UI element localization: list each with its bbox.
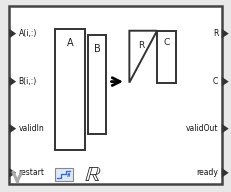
Text: $\mathbb{R}$: $\mathbb{R}$ bbox=[84, 165, 101, 185]
Text: validOut: validOut bbox=[186, 124, 218, 133]
Text: validIn: validIn bbox=[18, 124, 44, 133]
Text: R: R bbox=[213, 29, 218, 38]
Text: B: B bbox=[94, 44, 100, 54]
Polygon shape bbox=[129, 31, 157, 83]
Text: B(i,:): B(i,:) bbox=[18, 77, 37, 86]
Polygon shape bbox=[222, 29, 229, 38]
Bar bbox=[55, 29, 85, 150]
Text: fi: fi bbox=[67, 173, 71, 178]
Polygon shape bbox=[222, 168, 229, 178]
Text: restart: restart bbox=[18, 168, 45, 177]
Text: C: C bbox=[213, 77, 218, 86]
Text: A(i,:): A(i,:) bbox=[18, 29, 37, 38]
Bar bbox=[88, 35, 106, 134]
Text: R: R bbox=[138, 41, 144, 50]
Text: C: C bbox=[163, 38, 170, 47]
Bar bbox=[157, 31, 176, 83]
Polygon shape bbox=[9, 168, 16, 178]
Polygon shape bbox=[9, 77, 16, 86]
Polygon shape bbox=[9, 124, 16, 133]
Polygon shape bbox=[9, 29, 16, 38]
Polygon shape bbox=[222, 77, 229, 86]
Text: A: A bbox=[67, 38, 74, 48]
Polygon shape bbox=[222, 124, 229, 133]
Bar bbox=[55, 169, 73, 181]
Text: ready: ready bbox=[196, 168, 218, 177]
